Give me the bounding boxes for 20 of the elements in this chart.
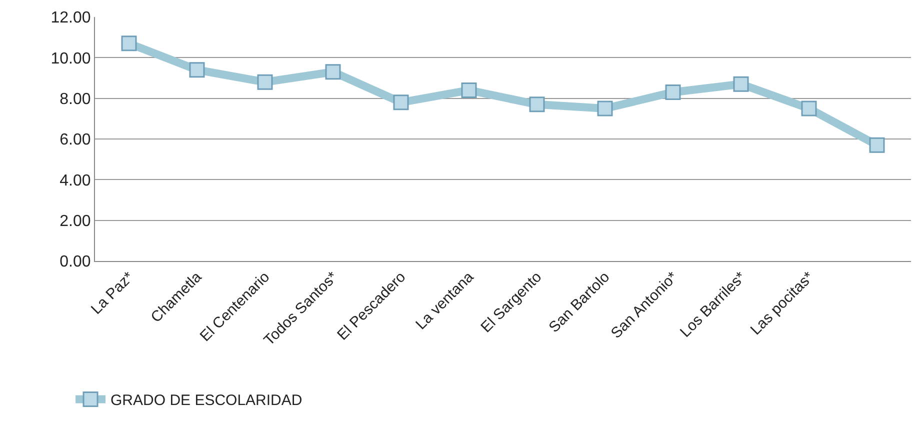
point — [121, 36, 137, 52]
y-tick-label: 0.00 — [60, 254, 91, 271]
point — [597, 100, 613, 116]
point — [189, 62, 205, 78]
y-tick-label: 8.00 — [60, 90, 91, 108]
y-tick-label: 4.00 — [60, 172, 91, 190]
point — [393, 94, 409, 110]
point — [733, 76, 749, 92]
point — [665, 84, 681, 100]
point — [325, 64, 341, 80]
y-tick-label: 12.00 — [50, 10, 91, 27]
point — [257, 74, 273, 90]
point — [529, 96, 545, 112]
point — [801, 100, 817, 116]
point — [869, 137, 885, 153]
legend-label: GRADO DE ESCOLARIDAD — [110, 392, 302, 410]
y-tick-label: 6.00 — [60, 132, 91, 149]
point — [461, 82, 477, 98]
y-tick-label: 2.00 — [60, 212, 91, 230]
y-tick-label: 10.00 — [50, 50, 91, 68]
